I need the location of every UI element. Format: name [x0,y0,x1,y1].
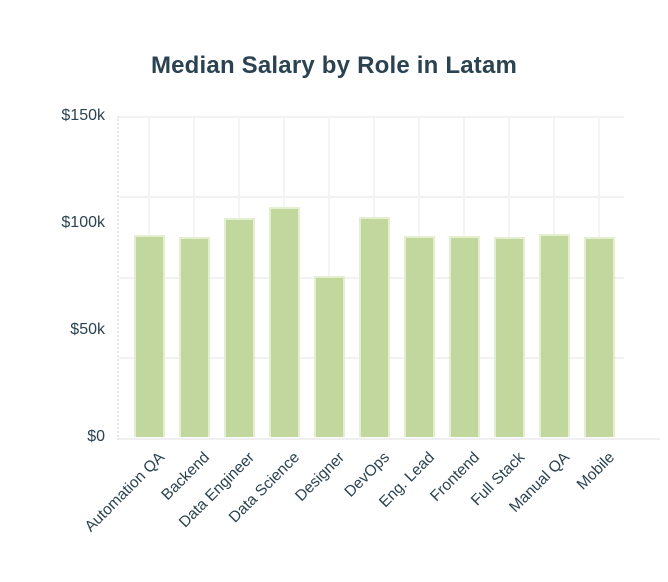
y-tick-label: $150k [61,107,105,124]
y-tick-label: $50k [70,321,105,338]
chart-title: Median Salary by Role in Latam [150,52,518,79]
bar-data-science [268,207,300,437]
bar-full-stack [493,237,525,437]
bar-automation-qa [133,235,165,437]
bar-data-engineer [223,218,255,437]
bar-manual-qa [538,234,570,437]
bar-designer [313,276,345,437]
y-tick-label: $100k [61,214,105,231]
bar-mobile [583,237,615,437]
bar-backend [178,237,210,437]
bar-eng-lead [403,236,435,437]
x-axis-line [119,438,660,440]
horizontal-gridline [119,196,624,199]
bar-frontend [448,236,480,437]
bar-devops [358,217,390,437]
y-axis-line [117,116,119,440]
plot-area [119,116,624,437]
y-tick-label: $0 [87,428,105,445]
horizontal-gridline [119,116,624,118]
